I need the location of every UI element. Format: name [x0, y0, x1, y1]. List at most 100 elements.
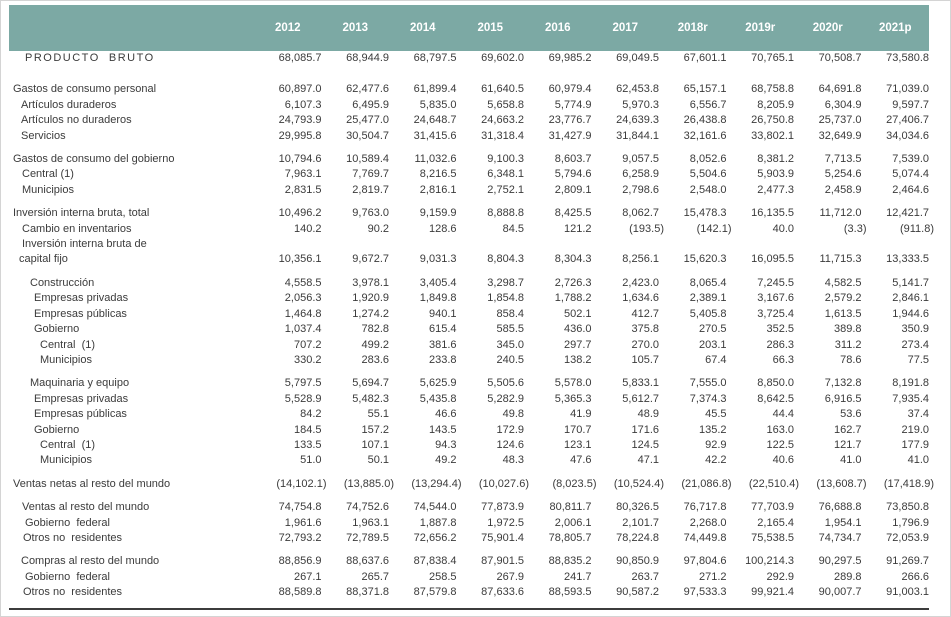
row-label: Inversión interna bruta, total — [13, 207, 150, 220]
year-header-band: 2012 2013 2014 2015 2016 2017 2018r 2019r 2020r 2… — [9, 5, 929, 51]
value-text: 8,205.9 — [757, 98, 794, 111]
value-cell: (10,027.6) — [457, 477, 529, 492]
value-cell: 615.4 — [389, 322, 457, 337]
value-cell: 42.2 — [659, 453, 726, 468]
year-column-header: 2018r — [659, 5, 727, 51]
value-text: 5,970.3 — [622, 98, 659, 111]
value-text: 32,161.6 — [683, 129, 727, 142]
table-row: Empresas públicas 84.2 55.1 46.6 49.8 41.9 48.… — [9, 407, 929, 422]
value-text: 1,972.5 — [487, 516, 524, 529]
value-text: 499.2 — [361, 338, 389, 351]
value-text: 203.1 — [698, 338, 727, 351]
value-text: 858.4 — [496, 307, 524, 320]
value-cell: 30,504.7 — [322, 129, 389, 144]
value-cell: (13,885.0) — [322, 477, 394, 492]
value-text: 60,979.4 — [548, 83, 592, 96]
value-text: 1,849.8 — [419, 292, 457, 305]
value-cell: 5,365.3 — [524, 392, 592, 407]
value-text: 5,074.4 — [892, 168, 929, 181]
value-text: 2,846.1 — [892, 292, 929, 305]
value-cell: 87,901.5 — [457, 554, 524, 569]
value-cell: 5,612.7 — [592, 392, 659, 407]
value-cell: 94.3 — [389, 438, 456, 453]
row-label: Artículos duraderos — [21, 98, 117, 111]
value-text: 88,371.8 — [346, 586, 389, 599]
row-label: Gastos de consumo del gobierno — [13, 153, 175, 166]
year-column-header: 2021p — [861, 5, 929, 51]
value-cell: 2,809.1 — [524, 183, 592, 198]
value-cell: 69,049.5 — [592, 51, 659, 66]
spacer-row — [9, 546, 929, 554]
value-cell: 6,556.7 — [659, 98, 727, 113]
value-text: 13,333.5 — [886, 253, 929, 266]
value-text: 297.7 — [563, 338, 592, 351]
value-text: 138.2 — [563, 353, 592, 366]
value-cell: 143.5 — [389, 423, 457, 438]
spacer-cell — [9, 268, 929, 276]
value-text: 49.8 — [502, 408, 524, 421]
value-cell: 10,589.4 — [322, 152, 389, 167]
value-cell: 4,558.5 — [254, 276, 322, 291]
value-text: 6,495.9 — [352, 98, 389, 111]
value-text: 1,464.8 — [284, 307, 322, 320]
value-cell: 34,034.6 — [862, 129, 929, 144]
value-text: 70,508.7 — [818, 52, 862, 64]
value-cell: 2,831.5 — [254, 183, 322, 198]
value-text: 29,995.8 — [278, 129, 322, 142]
value-text: 5,141.7 — [892, 276, 929, 289]
value-text: 2,548.0 — [689, 183, 727, 196]
table-row: Municipios 330.2 283.6 233.8 240.5 138.2 105.7… — [9, 353, 929, 368]
value-cell: 41.0 — [862, 453, 929, 468]
value-cell: 5,074.4 — [862, 167, 929, 182]
value-cell: 90,850.9 — [592, 554, 659, 569]
value-text: 5,482.3 — [352, 392, 389, 405]
value-cell: 267.9 — [457, 570, 524, 585]
value-cell: 121.7 — [794, 438, 862, 453]
value-cell: 6,495.9 — [322, 98, 389, 113]
value-text: 5,774.9 — [554, 98, 592, 111]
value-text: 389.8 — [833, 323, 862, 336]
value-cell: 25,477.0 — [322, 113, 389, 128]
value-cell: 75,538.5 — [727, 531, 794, 546]
value-text: 352.5 — [766, 323, 794, 336]
value-cell: 41.9 — [524, 407, 591, 422]
value-text: 47.6 — [570, 454, 592, 467]
value-text: 5,658.8 — [487, 98, 524, 111]
value-text: 940.1 — [428, 307, 457, 320]
value-text: 585.5 — [496, 323, 524, 336]
value-cell: 70,508.7 — [794, 51, 862, 66]
value-text: 31,427.9 — [548, 129, 592, 142]
value-text: 133.5 — [293, 438, 322, 451]
table-row: Inversión interna bruta de — [9, 237, 929, 252]
value-text: 7,374.3 — [689, 392, 727, 405]
value-cell: 87,838.4 — [389, 554, 457, 569]
table-row: Artículos duraderos 6,107.3 6,495.9 5,835.0… — [9, 98, 929, 113]
value-text: 77,873.9 — [481, 501, 524, 514]
value-text: 2,458.9 — [824, 183, 862, 196]
table-row: Ventas al resto del mundo 74,754.8 74,752.… — [9, 500, 929, 515]
value-text: 5,365.3 — [554, 392, 592, 405]
value-cell: 2,819.7 — [322, 183, 389, 198]
value-cell: 61,899.4 — [389, 82, 457, 97]
value-text: 33,802.1 — [751, 129, 794, 142]
row-label: Empresas públicas — [34, 307, 127, 320]
row-label: Otros no residentes — [23, 586, 123, 599]
value-cell: 8,191.8 — [862, 376, 929, 391]
value-cell: 32,649.9 — [794, 129, 862, 144]
value-text: 266.6 — [901, 570, 929, 583]
spacer-cell — [9, 144, 929, 152]
value-text: 87,633.6 — [481, 586, 524, 599]
value-text: 345.0 — [496, 338, 524, 351]
value-cell: 9,057.5 — [592, 152, 659, 167]
row-label: Gobierno federal — [25, 516, 110, 529]
value-text: 88,637.6 — [346, 555, 389, 568]
row-label: Maquinaria y equipo — [30, 377, 130, 390]
value-cell: (13,608.7) — [794, 477, 866, 492]
row-label: Municipios — [22, 183, 74, 196]
row-label: Gobierno — [34, 323, 80, 336]
value-text: 122.5 — [766, 438, 794, 451]
value-text: 184.5 — [293, 423, 322, 436]
year-column-header: 2015 — [456, 5, 524, 51]
value-text: 5,504.6 — [689, 168, 727, 181]
value-cell: 5,482.3 — [322, 392, 389, 407]
